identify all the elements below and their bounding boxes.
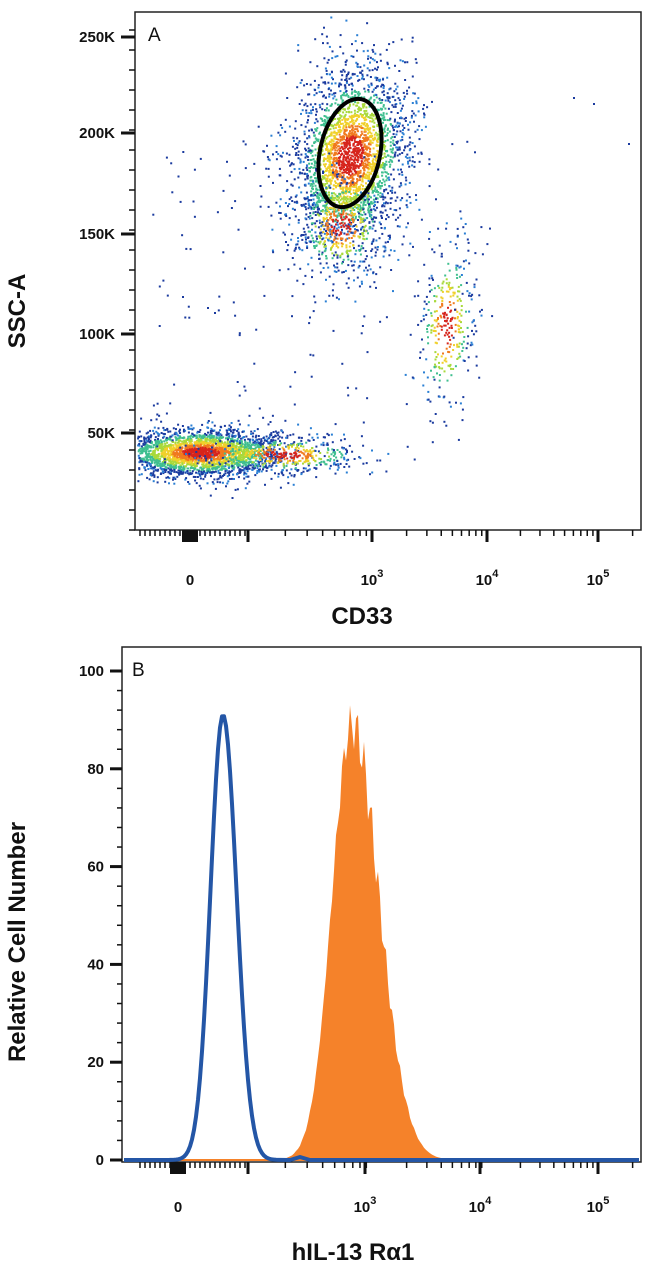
panel-b-y-axis: 0 20 40 60 80 100 xyxy=(79,663,122,1169)
panel-b-y-tick-label: 60 xyxy=(87,859,104,876)
panel-b-x-tick-label: 105 xyxy=(587,1195,610,1216)
panel-b-y-tick-label: 40 xyxy=(87,956,104,973)
panel-a-density-dots xyxy=(137,16,630,499)
panel-a-letter: A xyxy=(148,25,161,46)
panel-a-y-axis-title: SSC-A xyxy=(4,274,31,349)
panel-a-x-axis: 0 103 104 105 xyxy=(139,530,634,589)
panel-a-x-tick-label: 103 xyxy=(361,568,384,589)
panel-a-x-tick-label: 104 xyxy=(476,568,500,589)
panel-b-series-filled xyxy=(250,705,470,1160)
panel-a-x-axis-title: CD33 xyxy=(331,603,392,630)
panel-b-y-axis-title: Relative Cell Number xyxy=(4,822,31,1062)
panel-a-y-tick-label: 250K xyxy=(79,29,115,46)
panel-b-y-tick-label: 100 xyxy=(79,663,104,680)
panel-a-cluster-low xyxy=(137,411,335,499)
panel-b-x-tick-label: 103 xyxy=(354,1195,377,1216)
panel-a-y-tick-label: 150K xyxy=(79,226,115,243)
panel-a-cluster-high xyxy=(244,16,433,303)
panel-a-x-tick-label: 105 xyxy=(587,568,610,589)
panel-b-x-zero-tick-cluster xyxy=(170,1162,186,1174)
panel-a-scatter-plot: A 50K 100K 150K 200K 250K 0 103 104 105 CD33 SS… xyxy=(4,11,642,630)
panel-b-x-tick-label: 104 xyxy=(469,1195,493,1216)
panel-a-y-tick-label: 50K xyxy=(87,425,115,442)
panel-a-x-zero-tick-cluster xyxy=(182,530,198,542)
panel-a-cluster-right xyxy=(404,217,494,427)
panel-b-x-axis-title: hIL-13 Rα1 xyxy=(292,1239,415,1266)
panel-a-x-tick-label: 0 xyxy=(186,572,194,589)
panel-b-series-outline xyxy=(124,714,639,1162)
panel-a-sparse-events xyxy=(152,97,630,462)
panel-b-letter: B xyxy=(132,660,145,681)
panel-b-x-axis: 0 103 104 105 xyxy=(139,1162,634,1216)
panel-a-y-tick-label: 100K xyxy=(79,326,115,343)
panel-b-y-tick-label: 20 xyxy=(87,1054,104,1071)
panel-a-gate-ellipse xyxy=(316,96,384,210)
panel-a-y-axis: 50K 100K 150K 200K 250K xyxy=(79,29,135,531)
panel-b-histogram: B 0 20 40 60 80 100 0 103 104 105 hIL-13 Rα1 Rel… xyxy=(4,646,642,1266)
panel-a-frame xyxy=(134,11,642,531)
panel-a-cluster-low-tail xyxy=(156,429,409,480)
panel-b-y-tick-label: 80 xyxy=(87,761,104,778)
panel-a-y-tick-label: 200K xyxy=(79,125,115,142)
panel-b-x-tick-label: 0 xyxy=(174,1199,182,1216)
panel-b-y-tick-label: 0 xyxy=(96,1152,104,1169)
